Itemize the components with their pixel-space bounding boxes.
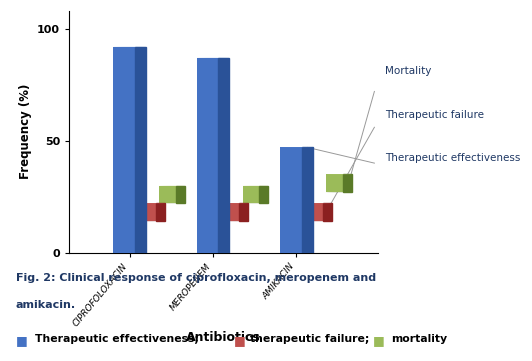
Polygon shape (156, 204, 165, 221)
Text: Therapeutic failure: Therapeutic failure (385, 110, 485, 120)
Polygon shape (135, 47, 146, 253)
FancyBboxPatch shape (113, 47, 135, 253)
Polygon shape (239, 204, 248, 221)
Text: ■: ■ (234, 334, 246, 347)
FancyBboxPatch shape (243, 186, 259, 204)
Polygon shape (323, 204, 332, 221)
FancyBboxPatch shape (280, 147, 302, 253)
Text: amikacin.: amikacin. (16, 300, 76, 310)
Text: ■: ■ (372, 334, 384, 347)
Y-axis label: Frequency (%): Frequency (%) (19, 84, 31, 179)
Polygon shape (219, 58, 229, 253)
Text: ■: ■ (16, 334, 28, 347)
Text: mortality: mortality (391, 334, 447, 344)
FancyBboxPatch shape (222, 204, 239, 221)
Text: Therapeutic effectiveness: Therapeutic effectiveness (385, 153, 521, 164)
Polygon shape (302, 147, 313, 253)
Text: therapeutic failure;: therapeutic failure; (250, 334, 369, 344)
Text: Therapeutic effectiveness;: Therapeutic effectiveness; (35, 334, 198, 344)
FancyBboxPatch shape (197, 58, 219, 253)
Polygon shape (343, 174, 352, 192)
Text: Mortality: Mortality (385, 66, 432, 76)
Text: Fig. 2: Clinical response of ciprofloxacin, meropenem and: Fig. 2: Clinical response of ciprofloxac… (16, 273, 376, 283)
Polygon shape (259, 186, 269, 204)
FancyBboxPatch shape (139, 204, 156, 221)
X-axis label: Antibiotics: Antibiotics (186, 331, 261, 344)
Polygon shape (176, 186, 185, 204)
FancyBboxPatch shape (306, 204, 323, 221)
FancyBboxPatch shape (159, 186, 176, 204)
FancyBboxPatch shape (326, 174, 343, 192)
